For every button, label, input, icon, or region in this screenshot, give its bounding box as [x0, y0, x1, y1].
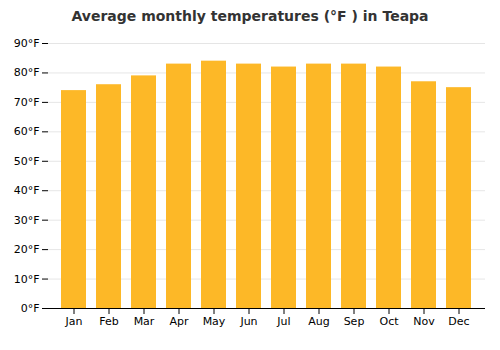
svg-text:10°F: 10°F	[14, 273, 40, 286]
svg-text:Apr: Apr	[169, 315, 189, 328]
svg-text:Nov: Nov	[413, 315, 435, 328]
svg-text:Mar: Mar	[134, 315, 155, 328]
svg-text:Jul: Jul	[276, 315, 290, 328]
svg-text:0°F: 0°F	[21, 302, 40, 315]
svg-text:90°F: 90°F	[14, 37, 40, 50]
svg-text:60°F: 60°F	[14, 125, 40, 138]
svg-text:Jan: Jan	[65, 315, 83, 328]
html-text:Average monthly temperatures (: Average monthly temperatures (°F ) in Te…	[71, 8, 429, 24]
svg-text:May: May	[203, 315, 226, 328]
svg-text:Dec: Dec	[448, 315, 469, 328]
svg-text:Feb: Feb	[99, 315, 118, 328]
svg-text:Oct: Oct	[379, 315, 399, 328]
svg-text:Sep: Sep	[344, 315, 365, 328]
svg-text:50°F: 50°F	[14, 155, 40, 168]
svg-text:80°F: 80°F	[14, 66, 40, 79]
svg-text:30°F: 30°F	[14, 214, 40, 227]
svg-text:40°F: 40°F	[14, 184, 40, 197]
svg-text:70°F: 70°F	[14, 96, 40, 109]
svg-text:Jun: Jun	[239, 315, 257, 328]
svg-text:20°F: 20°F	[14, 243, 40, 256]
svg-text:Aug: Aug	[308, 315, 329, 328]
